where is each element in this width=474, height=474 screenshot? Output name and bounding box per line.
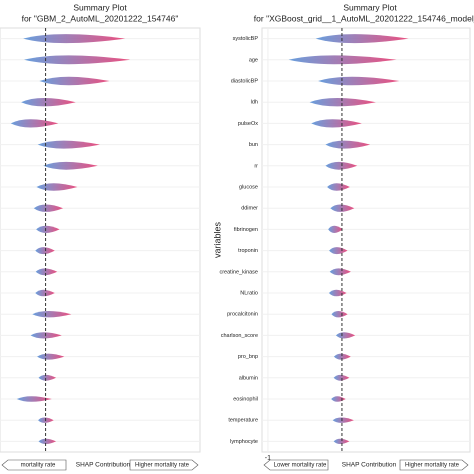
arrow-right: [399, 459, 469, 471]
y-axis-label: variables: [212, 221, 222, 258]
y-tick-label: bun: [249, 142, 258, 148]
y-tick-label: pro_bnp: [238, 354, 258, 360]
y-tick-label: eosinophil: [233, 396, 258, 402]
y-tick-label: charlson_score: [221, 333, 258, 339]
swarm: [24, 55, 130, 65]
y-tick-label: age: [249, 57, 258, 63]
y-tick-label: rr: [254, 163, 258, 169]
swarm: [33, 204, 64, 212]
swarm: [328, 225, 343, 233]
plot-area: [0, 27, 201, 453]
swarm: [335, 332, 356, 339]
y-tick-label: procalcitonin: [227, 312, 258, 318]
swarm: [10, 119, 59, 128]
swarm: [331, 396, 346, 402]
swarm: [39, 76, 110, 86]
swarm: [43, 161, 98, 170]
x-axis-label: SHAP Contribution: [342, 462, 397, 469]
swarm: [332, 417, 354, 423]
y-tick-label: troponin: [238, 248, 258, 254]
swarm: [288, 55, 397, 65]
arrow-right: [129, 459, 199, 471]
y-tick-label: fibrinogen: [234, 227, 258, 233]
swarm: [36, 183, 78, 191]
swarm: [36, 225, 60, 233]
swarm: [23, 34, 126, 44]
swarm: [37, 140, 100, 149]
swarm: [318, 76, 400, 86]
swarm: [329, 247, 348, 255]
chart-subtitle: for "XGBoost_grid__1_AutoML_20201222_154…: [254, 13, 474, 23]
swarm: [30, 332, 62, 339]
arrow-left: [1, 459, 67, 471]
swarm: [38, 438, 57, 444]
arrow-left-label: mortality rate: [21, 463, 56, 469]
y-tick-label: pulseOx: [238, 121, 258, 127]
y-tick-label: NLratio: [240, 290, 258, 296]
swarm: [21, 98, 76, 107]
arrow-left-label: Lower mortality rate: [274, 463, 327, 469]
x-tick-label: -1: [265, 455, 271, 462]
swarm: [309, 98, 376, 107]
swarm: [35, 289, 55, 297]
y-tick-label: lymphocyte: [230, 439, 258, 445]
swarm: [315, 34, 409, 44]
arrow-right-label: Higher mortality rate: [135, 463, 190, 469]
y-tick-label: ldh: [251, 100, 258, 106]
swarm: [38, 374, 57, 381]
y-tick-label: glucose: [239, 184, 258, 190]
y-tick-label: creatine_kinase: [219, 269, 258, 275]
chart-title: Summary Plot: [73, 2, 127, 12]
y-tick-label: ddimer: [241, 206, 258, 212]
arrow-left: [263, 459, 329, 471]
swarm: [325, 140, 371, 149]
swarm: [35, 247, 55, 255]
swarm: [16, 396, 52, 402]
swarm: [327, 183, 350, 191]
swarm: [325, 161, 358, 170]
chart-subtitle: for "GBM_2_AutoML_20201222_154746": [22, 13, 179, 23]
swarm: [32, 311, 72, 318]
swarm: [331, 311, 348, 318]
swarm: [311, 119, 362, 128]
swarm: [35, 268, 58, 276]
x-axis-label: SHAP Contribution: [76, 462, 131, 469]
swarm: [37, 353, 65, 360]
arrow-right-label: Higher mortality rate: [405, 463, 460, 469]
swarm: [333, 438, 350, 444]
swarm: [328, 289, 347, 297]
swarm: [333, 374, 350, 381]
chart-title: Summary Plot: [343, 2, 397, 12]
y-tick-label: albumin: [239, 375, 258, 381]
y-tick-label: temperature: [228, 418, 258, 424]
swarm: [329, 268, 351, 276]
plot-area: [261, 27, 471, 453]
y-tick-label: systolicBP: [233, 36, 259, 42]
y-tick-label: diastolicBP: [231, 78, 259, 84]
swarm: [333, 353, 351, 360]
